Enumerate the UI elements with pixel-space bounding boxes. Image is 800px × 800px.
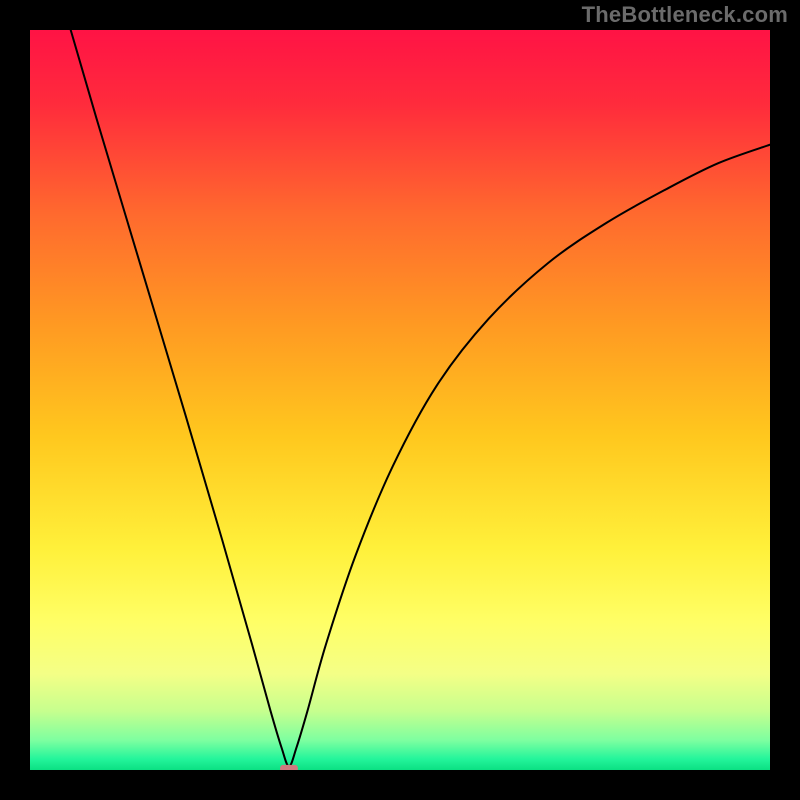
- plot-area: [30, 30, 770, 770]
- optimum-marker: [280, 765, 298, 770]
- gradient-background: [30, 30, 770, 770]
- watermark-text: TheBottleneck.com: [582, 2, 788, 28]
- bottleneck-curve-chart: [30, 30, 770, 770]
- chart-frame: TheBottleneck.com: [0, 0, 800, 800]
